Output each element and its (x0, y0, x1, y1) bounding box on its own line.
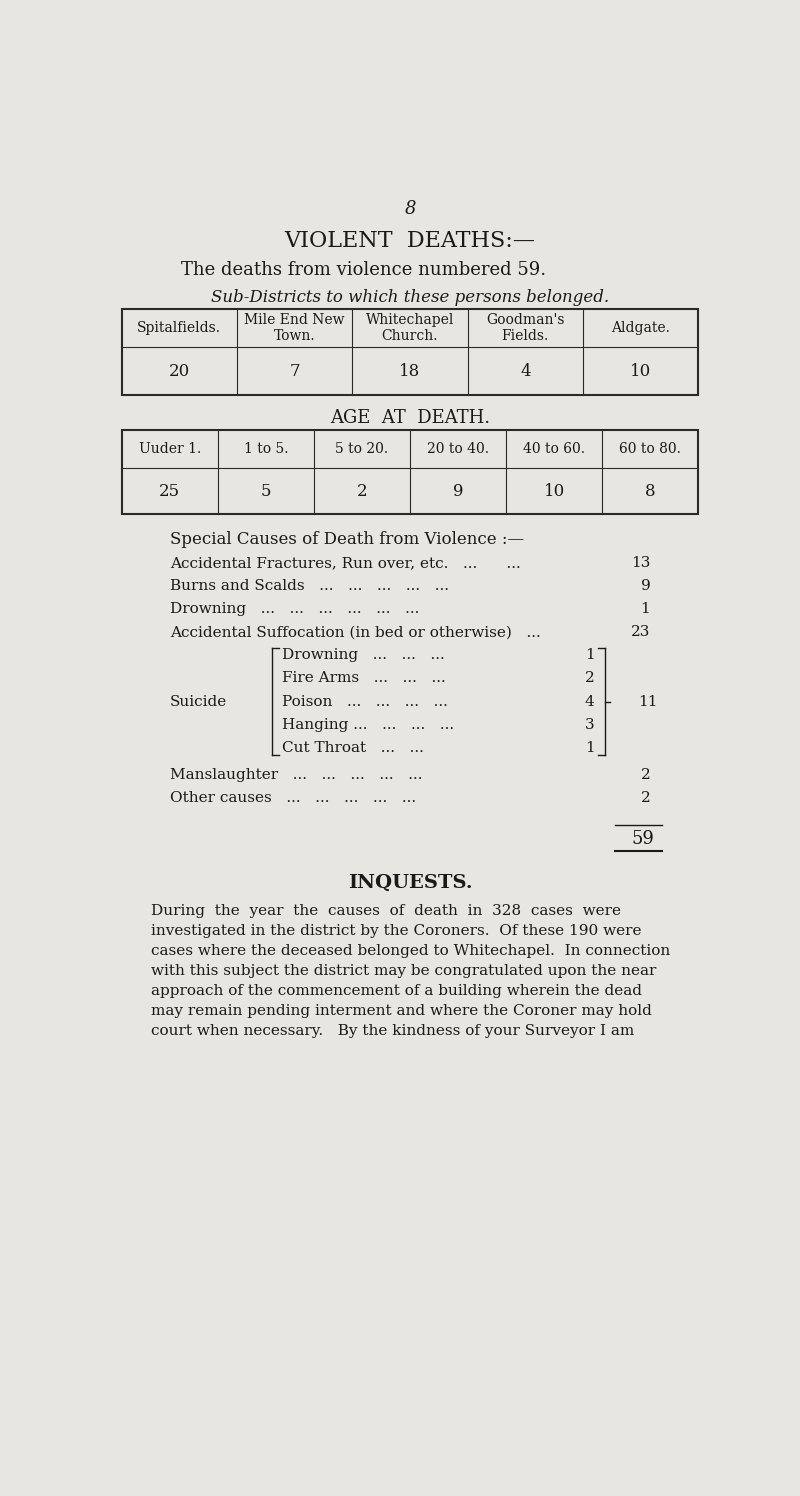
Text: may remain pending interment and where the Coroner may hold: may remain pending interment and where t… (151, 1004, 652, 1019)
Text: 1 to 5.: 1 to 5. (244, 441, 288, 456)
Text: 60 to 80.: 60 to 80. (619, 441, 681, 456)
Text: Accidental Fractures, Run over, etc.   ...      ...: Accidental Fractures, Run over, etc. ...… (170, 557, 521, 570)
Text: 59: 59 (631, 830, 654, 848)
Text: 2: 2 (641, 791, 650, 805)
Text: 20: 20 (169, 362, 190, 380)
Text: 2: 2 (585, 672, 594, 685)
Text: INQUESTS.: INQUESTS. (348, 874, 472, 892)
Text: 25: 25 (159, 483, 180, 500)
Text: 4: 4 (520, 362, 530, 380)
Text: 8: 8 (645, 483, 655, 500)
Text: 13: 13 (631, 557, 650, 570)
Text: 4: 4 (585, 694, 594, 709)
Text: Fire Arms   ...   ...   ...: Fire Arms ... ... ... (282, 672, 446, 685)
Text: Drowning   ...   ...   ...   ...   ...   ...: Drowning ... ... ... ... ... ... (170, 603, 419, 616)
Bar (122, 429, 698, 515)
Text: Special Causes of Death from Violence :—: Special Causes of Death from Violence :— (170, 531, 524, 549)
Text: Whitechapel
Church.: Whitechapel Church. (366, 313, 454, 343)
Text: cases where the deceased belonged to Whitechapel.  In connection: cases where the deceased belonged to Whi… (151, 944, 670, 957)
Text: Burns and Scalds   ...   ...   ...   ...   ...: Burns and Scalds ... ... ... ... ... (170, 579, 449, 592)
Text: Suicide: Suicide (170, 694, 227, 709)
Text: 40 to 60.: 40 to 60. (523, 441, 585, 456)
Text: Spitalfields.: Spitalfields. (138, 322, 222, 335)
Text: 10: 10 (543, 483, 565, 500)
Text: Sub-Districts to which these persons belonged.: Sub-Districts to which these persons bel… (211, 289, 609, 305)
Text: 5: 5 (261, 483, 271, 500)
Text: 1: 1 (585, 648, 594, 663)
Text: 9: 9 (641, 579, 650, 592)
Text: 18: 18 (399, 362, 421, 380)
Text: Cut Throat   ...   ...: Cut Throat ... ... (282, 741, 424, 755)
Text: 8: 8 (404, 200, 416, 218)
Text: AGE  AT  DEATH.: AGE AT DEATH. (330, 410, 490, 428)
Text: Other causes   ...   ...   ...   ...   ...: Other causes ... ... ... ... ... (170, 791, 416, 805)
Text: Hanging ...   ...   ...   ...: Hanging ... ... ... ... (282, 718, 454, 732)
Text: Mile End New
Town.: Mile End New Town. (245, 313, 345, 343)
Text: 5 to 20.: 5 to 20. (335, 441, 389, 456)
Text: 9: 9 (453, 483, 463, 500)
Text: Drowning   ...   ...   ...: Drowning ... ... ... (282, 648, 445, 663)
Text: 1: 1 (641, 603, 650, 616)
Text: 2: 2 (641, 767, 650, 782)
Text: Aldgate.: Aldgate. (611, 322, 670, 335)
Text: 3: 3 (585, 718, 594, 732)
Text: During  the  year  the  causes  of  death  in  328  cases  were: During the year the causes of death in 3… (151, 904, 621, 919)
Text: 7: 7 (290, 362, 300, 380)
Text: VIOLENT  DEATHS:—: VIOLENT DEATHS:— (285, 230, 535, 253)
Bar (122, 308, 698, 395)
Text: approach of the commencement of a building wherein the dead: approach of the commencement of a buildi… (151, 984, 642, 998)
Text: with this subject the district may be congratulated upon the near: with this subject the district may be co… (151, 963, 657, 978)
Text: court when necessary.   By the kindness of your Surveyor I am: court when necessary. By the kindness of… (151, 1025, 634, 1038)
Text: Accidental Suffocation (in bed or otherwise)   ...: Accidental Suffocation (in bed or otherw… (170, 625, 541, 639)
Text: 2: 2 (357, 483, 367, 500)
Text: 11: 11 (638, 694, 658, 709)
Text: investigated in the district by the Coroners.  Of these 190 were: investigated in the district by the Coro… (151, 925, 642, 938)
Text: Goodman's
Fields.: Goodman's Fields. (486, 313, 565, 343)
Text: The deaths from violence numbered 59.: The deaths from violence numbered 59. (182, 262, 546, 280)
Text: Uuder 1.: Uuder 1. (138, 441, 201, 456)
Text: Manslaughter   ...   ...   ...   ...   ...: Manslaughter ... ... ... ... ... (170, 767, 422, 782)
Text: 23: 23 (631, 625, 650, 639)
Text: 20 to 40.: 20 to 40. (427, 441, 489, 456)
Text: Poison   ...   ...   ...   ...: Poison ... ... ... ... (282, 694, 448, 709)
Text: 10: 10 (630, 362, 651, 380)
Text: 1: 1 (585, 741, 594, 755)
